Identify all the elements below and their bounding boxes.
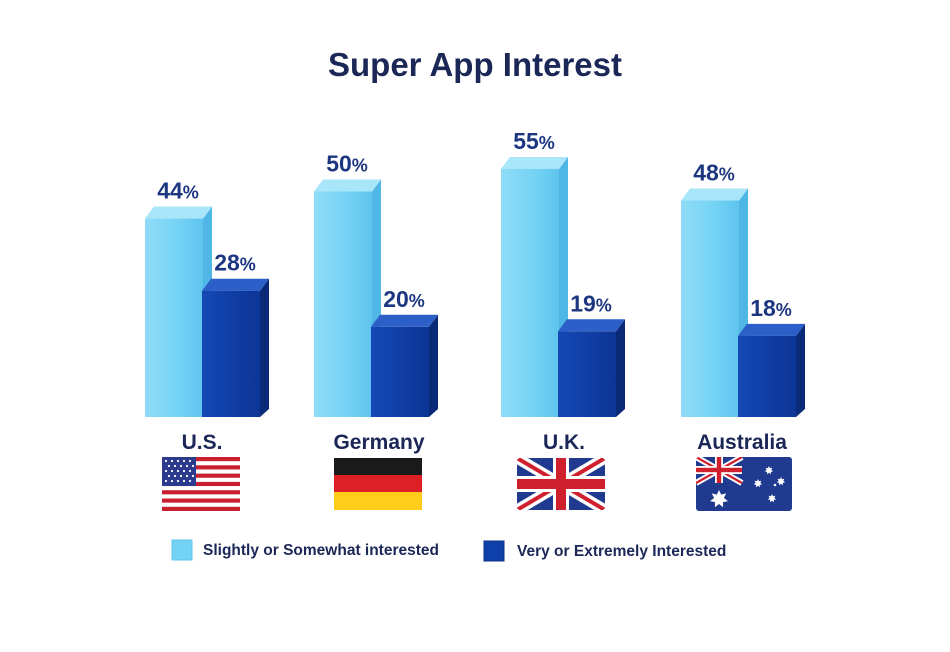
germany-flag-icon <box>334 458 422 510</box>
category-label-australia: Australia <box>697 431 787 454</box>
legend-item-slightly-somewhat: Slightly or Somewhat interested <box>171 539 439 561</box>
chart-title: Super App Interest <box>328 46 622 83</box>
bar-uk-slightly <box>501 156 568 417</box>
bar-australia-very <box>738 323 805 417</box>
legend-swatch-dark <box>483 540 505 562</box>
bar-uk-very <box>558 319 625 417</box>
value-label-us-slightly: 44% <box>157 178 199 204</box>
bar-us-slightly <box>145 206 212 417</box>
uk-flag-icon <box>517 458 605 510</box>
us-flag-icon <box>162 457 240 511</box>
value-label-australia-very: 18% <box>750 295 792 321</box>
bar-germany-very <box>371 314 438 417</box>
category-label-uk: U.K. <box>543 431 585 454</box>
value-label-germany-slightly: 50% <box>326 151 368 177</box>
category-label-germany: Germany <box>333 431 424 454</box>
australia-flag-icon <box>696 457 792 511</box>
legend-swatch-light <box>171 539 193 561</box>
category-label-us: U.S. <box>182 431 223 454</box>
value-label-uk-very: 19% <box>570 290 612 316</box>
bar-australia-slightly <box>681 188 748 417</box>
value-label-germany-very: 20% <box>383 286 425 312</box>
bar-germany-slightly <box>314 179 381 417</box>
bar-us-very <box>202 278 269 417</box>
value-label-uk-slightly: 55% <box>513 128 555 154</box>
value-label-australia-slightly: 48% <box>693 160 735 186</box>
legend-label-dark: Very or Extremely Interested <box>517 543 726 560</box>
value-label-us-very: 28% <box>214 250 256 276</box>
value-labels-layer: 44% 28% 50% 20% 55% 19% 48% 18% <box>157 128 792 321</box>
legend: Slightly or Somewhat interested Very or … <box>171 539 726 562</box>
bars-layer <box>145 156 805 417</box>
legend-item-very-extremely: Very or Extremely Interested <box>483 540 726 562</box>
legend-label-light: Slightly or Somewhat interested <box>203 542 439 559</box>
